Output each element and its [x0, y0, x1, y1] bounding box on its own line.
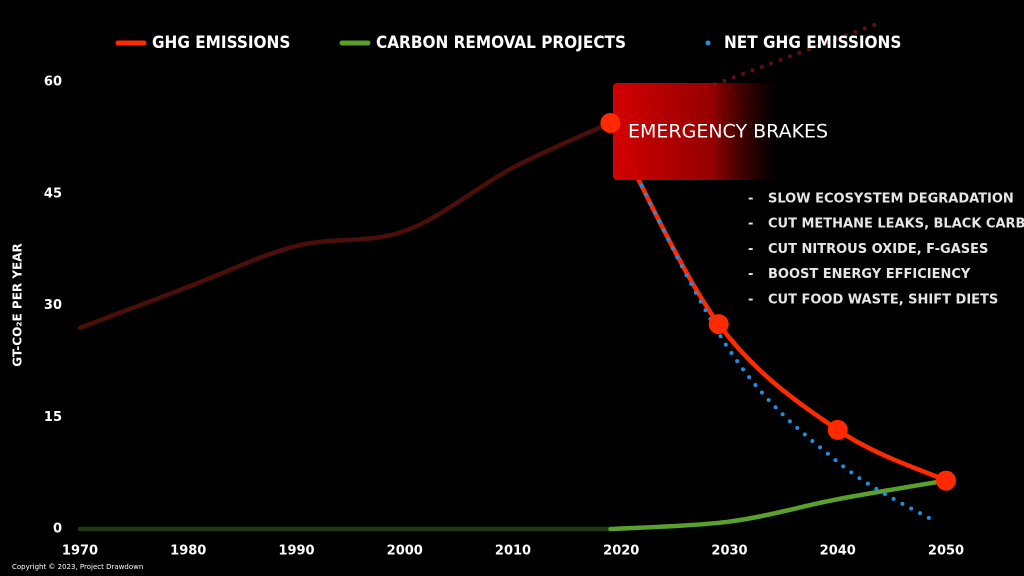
- data-point: [936, 470, 956, 491]
- series-line: [608, 120, 938, 524]
- annotation-item: SLOW ECOSYSTEM DEGRADATION: [768, 192, 1014, 207]
- x-tick-label: 1990: [278, 544, 314, 559]
- bullet: -: [748, 242, 753, 257]
- x-tick-label: 1970: [62, 544, 98, 559]
- x-tick-label: 2020: [603, 544, 639, 559]
- bullet: -: [748, 292, 753, 307]
- legend-label: NET GHG EMISSIONS: [724, 33, 901, 53]
- y-tick-label: 30: [44, 298, 62, 313]
- y-tick-label: 0: [53, 522, 62, 537]
- legend-swatch: [705, 40, 711, 46]
- series-line: [608, 478, 949, 532]
- series-line: [608, 120, 949, 483]
- data-point: [827, 419, 848, 440]
- annotation-item: BOOST ENERGY EFFICIENCY: [768, 267, 971, 282]
- annotation-title: EMERGENCY BRAKES: [628, 121, 828, 143]
- x-tick-label: 2010: [495, 544, 531, 559]
- x-tick-label: 1980: [170, 544, 206, 559]
- legend-label: GHG EMISSIONS: [152, 33, 290, 53]
- bullet: -: [748, 192, 753, 207]
- y-axis-label: GT-CO₂E PER YEAR: [11, 243, 25, 367]
- y-tick-label: 60: [44, 75, 62, 90]
- series-line: [619, 20, 884, 122]
- series-line: [77, 120, 613, 331]
- data-point: [600, 112, 621, 133]
- copyright: Copyright © 2023, Project Drawdown: [12, 563, 143, 571]
- data-point: [708, 314, 729, 335]
- annotation-item: CUT METHANE LEAKS, BLACK CARBON: [768, 217, 1024, 232]
- legend-label: CARBON REMOVAL PROJECTS: [376, 33, 626, 53]
- annotation-box: [613, 83, 778, 180]
- x-tick-label: 2000: [387, 544, 423, 559]
- x-tick-label: 2040: [820, 544, 856, 559]
- x-tick-label: 2030: [711, 544, 747, 559]
- annotation-item: CUT NITROUS OXIDE, F-GASES: [768, 242, 988, 257]
- bullet: -: [748, 217, 753, 232]
- y-tick-label: 15: [44, 410, 62, 425]
- y-tick-label: 45: [44, 186, 62, 201]
- bullet: -: [748, 267, 753, 282]
- annotation-item: CUT FOOD WASTE, SHIFT DIETS: [768, 292, 998, 307]
- x-tick-label: 2050: [928, 544, 964, 559]
